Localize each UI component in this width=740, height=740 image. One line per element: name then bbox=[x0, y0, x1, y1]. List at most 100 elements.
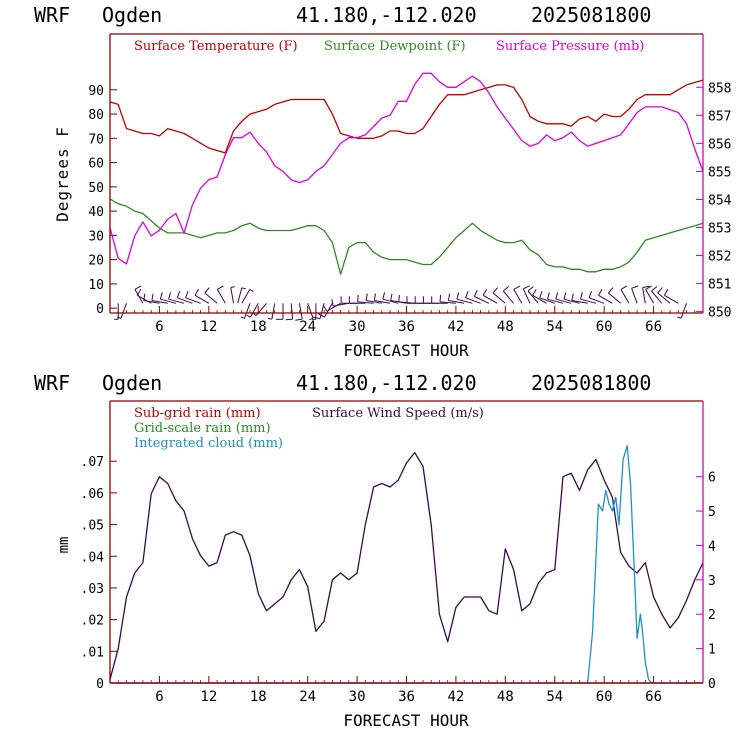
panel2-legend-wind-speed: Surface Wind Speed (m/s) bbox=[312, 406, 484, 421]
wind-barb bbox=[608, 287, 621, 304]
wind-barb bbox=[527, 286, 539, 304]
panel2-right-ticks: 0 1 2 3 4 5 6 bbox=[696, 471, 716, 692]
right-tick-label: 851 bbox=[708, 278, 731, 293]
left-tick-label: .03 bbox=[81, 582, 104, 597]
wind-barb bbox=[185, 291, 201, 304]
wind-barb bbox=[307, 303, 314, 321]
x-tick-label: 18 bbox=[250, 689, 267, 705]
left-tick-label: 90 bbox=[88, 84, 104, 99]
wind-barb bbox=[456, 292, 473, 304]
wind-barb bbox=[539, 291, 555, 304]
panel2-station-label: Ogden bbox=[102, 371, 162, 395]
right-tick-label: 850 bbox=[708, 306, 731, 321]
panel2-x-ticks: 6 12 18 24 30 36 42 48 54 60 66 bbox=[117, 676, 696, 705]
panel2-y-axis-label: mm bbox=[56, 537, 72, 554]
left-tick-label: .06 bbox=[81, 487, 104, 502]
wind-barb bbox=[365, 293, 382, 304]
wind-barb bbox=[532, 288, 547, 304]
x-tick-label: 48 bbox=[497, 319, 514, 335]
left-tick-label: 40 bbox=[88, 205, 104, 220]
wind-barb bbox=[117, 303, 127, 319]
panel2-x-axis-label: FORECAST HOUR bbox=[343, 711, 469, 730]
wind-barb bbox=[431, 296, 448, 304]
wind-barb bbox=[237, 287, 246, 304]
wind-barb bbox=[331, 299, 349, 307]
wind-barb bbox=[348, 296, 366, 304]
wind-barb bbox=[677, 303, 687, 319]
panel1-legend-dewpoint: Surface Dewpoint (F) bbox=[324, 39, 466, 54]
right-tick-label: 855 bbox=[708, 165, 731, 180]
wind-barb bbox=[492, 287, 506, 304]
surface-pressure-line bbox=[109, 72, 704, 265]
wind-barb bbox=[571, 293, 588, 304]
wind-barb bbox=[580, 292, 597, 304]
wind-barb bbox=[663, 288, 679, 304]
wind-barb bbox=[134, 285, 144, 304]
right-tick-label: 857 bbox=[708, 109, 731, 124]
integrated-cloud-line bbox=[110, 445, 703, 684]
wind-barb bbox=[194, 288, 210, 304]
right-tick-label: 853 bbox=[708, 221, 731, 236]
x-tick-label: 42 bbox=[447, 319, 464, 335]
panel1-x-axis-label: FORECAST HOUR bbox=[343, 341, 469, 360]
x-tick-label: 54 bbox=[546, 319, 563, 335]
panel1-run-label: 2025081800 bbox=[531, 3, 651, 27]
wind-barb bbox=[645, 285, 655, 304]
panel2-legend-integrated-cloud: Integrated cloud (mm) bbox=[134, 436, 283, 451]
surface-temperature-line bbox=[109, 79, 704, 154]
wind-barb bbox=[482, 288, 498, 304]
panel1-right-ticks: 850 851 852 853 854 855 856 857 858 bbox=[696, 81, 732, 321]
x-tick-label: 6 bbox=[155, 319, 163, 335]
left-tick-label: 60 bbox=[88, 157, 104, 172]
wind-barb bbox=[373, 293, 391, 304]
panel1-wind-barbs bbox=[114, 285, 687, 321]
surface-dewpoint-line bbox=[109, 198, 704, 275]
wind-barb bbox=[651, 286, 663, 304]
wind-barb bbox=[642, 285, 650, 304]
wind-barb bbox=[357, 294, 374, 304]
wind-barb bbox=[473, 289, 490, 304]
x-tick-label: 42 bbox=[447, 689, 464, 705]
right-tick-label: 1 bbox=[708, 643, 716, 658]
wind-barb bbox=[204, 287, 218, 304]
wind-barb bbox=[502, 286, 514, 304]
wind-barb bbox=[588, 291, 605, 304]
wind-barb bbox=[216, 285, 226, 304]
right-tick-label: 854 bbox=[708, 193, 732, 208]
panel2-series bbox=[109, 445, 704, 684]
panel2-legend-subgrid-rain: Sub-grid rain (mm) bbox=[134, 406, 261, 421]
right-tick-label: 6 bbox=[708, 471, 716, 486]
right-tick-label: 4 bbox=[708, 539, 716, 554]
x-tick-label: 30 bbox=[349, 689, 366, 705]
surface-wind-speed-line bbox=[109, 451, 704, 680]
wind-barb bbox=[241, 288, 254, 304]
panel1-series bbox=[109, 72, 704, 275]
wind-barb bbox=[447, 293, 465, 304]
x-tick-label: 24 bbox=[299, 689, 316, 705]
wind-barb bbox=[143, 293, 160, 304]
right-tick-label: 852 bbox=[708, 250, 731, 265]
panel1-y-axis-label: Degrees F bbox=[53, 126, 72, 222]
left-tick-label: 0 bbox=[96, 302, 104, 317]
wind-barb bbox=[168, 292, 185, 304]
left-tick-label: 50 bbox=[88, 181, 104, 196]
x-tick-label: 36 bbox=[398, 689, 415, 705]
left-tick-label: .07 bbox=[81, 455, 104, 470]
panel2-run-label: 2025081800 bbox=[531, 371, 651, 395]
left-tick-label: .01 bbox=[81, 645, 104, 660]
x-tick-label: 60 bbox=[596, 319, 613, 335]
panel1-x-ticks: 6 12 18 24 30 36 42 48 54 60 66 bbox=[117, 306, 696, 335]
panel1-legend-temperature: Surface Temperature (F) bbox=[134, 39, 298, 54]
panel1-legend-pressure: Surface Pressure (mb) bbox=[496, 39, 644, 54]
wind-barb bbox=[295, 303, 303, 321]
wind-barb bbox=[276, 303, 284, 320]
right-tick-label: 856 bbox=[708, 137, 731, 152]
x-tick-label: 54 bbox=[546, 689, 563, 705]
wind-barb bbox=[555, 292, 572, 304]
x-tick-label: 66 bbox=[645, 689, 662, 705]
wind-barb bbox=[311, 303, 317, 320]
left-tick-label: 20 bbox=[88, 254, 104, 269]
wind-barb bbox=[513, 285, 523, 304]
wind-barb bbox=[176, 291, 193, 304]
left-tick-label: 80 bbox=[88, 108, 104, 123]
